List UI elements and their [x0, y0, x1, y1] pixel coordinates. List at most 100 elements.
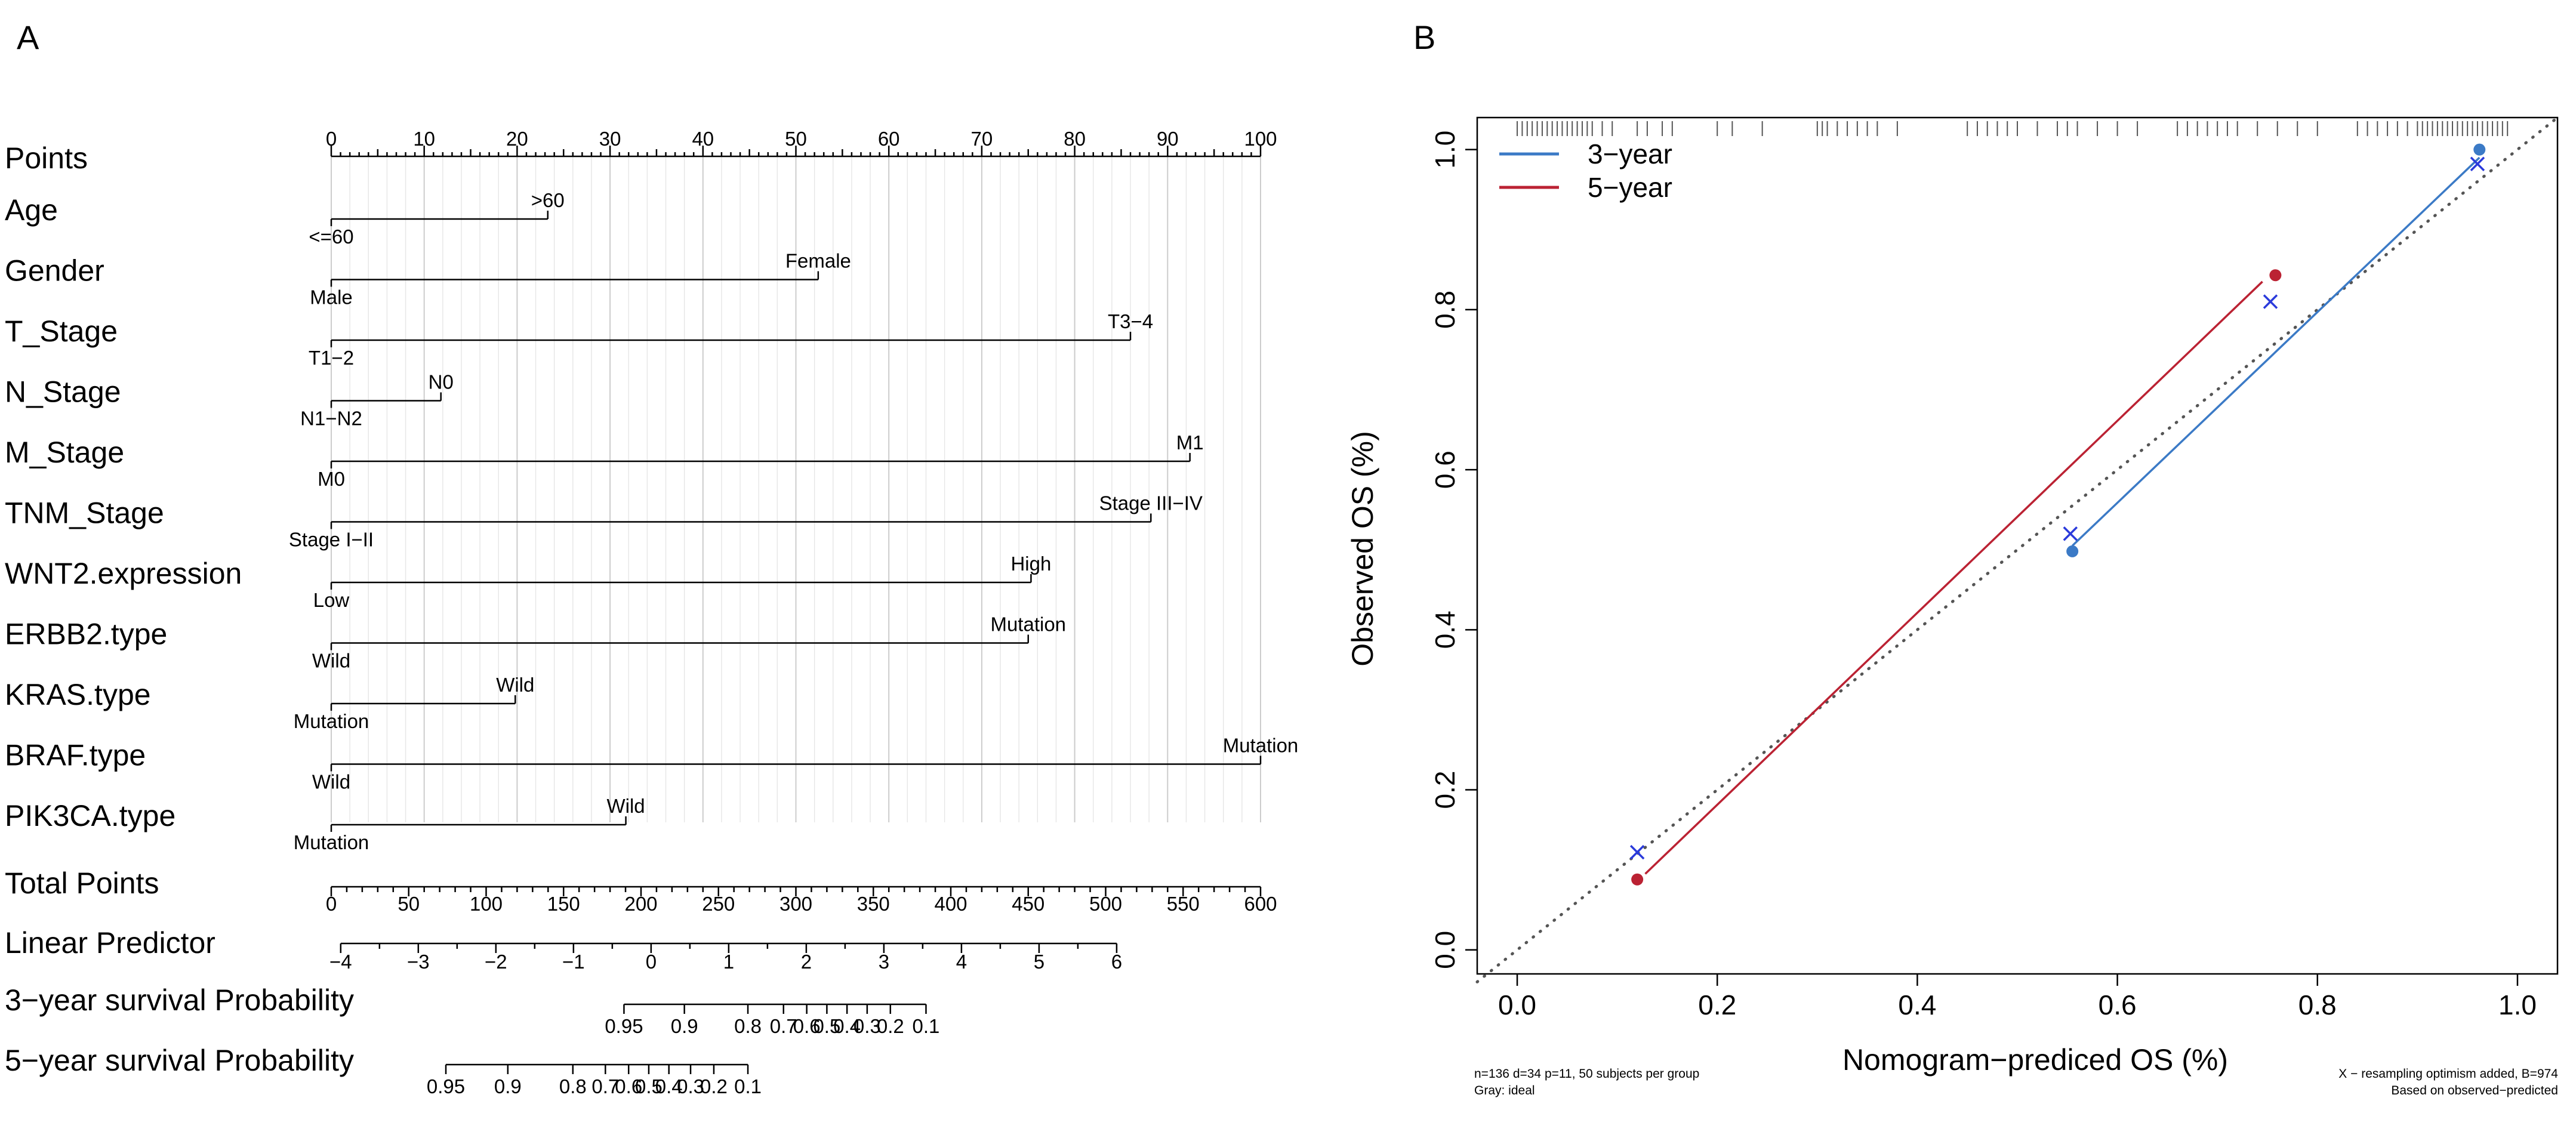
linear-predictor-tick-label: 2 [801, 951, 812, 973]
variable-level-label: M1 [1176, 431, 1204, 454]
linear-predictor-tick-label: −4 [329, 951, 352, 973]
variable-level-label: Wild [312, 771, 350, 793]
variable-level-label: Mutation [990, 613, 1066, 636]
x-tick-label: 0.4 [1898, 989, 1936, 1020]
series-line-5y [1644, 280, 2263, 875]
total-points-tick-label: 50 [398, 893, 420, 915]
x-tick-label: 0.6 [2099, 989, 2137, 1020]
variable-level-label: <=60 [309, 226, 353, 248]
linear-predictor-tick-label: 1 [723, 951, 734, 973]
y-tick-label: 0.0 [1429, 931, 1460, 969]
x-tick-label: 0.2 [1698, 989, 1736, 1020]
variable-level-label: >60 [531, 189, 565, 211]
linear-predictor-tick-label: 0 [646, 951, 657, 973]
points-tick-label: 40 [692, 128, 714, 150]
survival-5y-tick-label: 0.1 [734, 1075, 762, 1097]
survival-3y-tick-label: 0.4 [833, 1015, 861, 1037]
plot-box [1476, 116, 2559, 975]
total-points-tick-label: 600 [1244, 893, 1277, 915]
series-line-3y [2071, 156, 2481, 547]
legend-label: 3−year [1588, 138, 1672, 169]
y-tick-label: 0.2 [1429, 771, 1460, 809]
x-tick-label: 0.0 [1498, 989, 1536, 1020]
variable-label: KRAS.type [5, 678, 151, 711]
x-tick-label: 1.0 [2498, 989, 2537, 1020]
survival-5y-tick-label: 0.8 [559, 1075, 587, 1097]
survival-5y-tick-label: 0.7 [591, 1075, 619, 1097]
ideal-line [1475, 116, 2559, 983]
y-tick-label: 1.0 [1429, 131, 1460, 169]
variable-label: WNT2.expression [5, 557, 242, 590]
variable-label: ERBB2.type [5, 618, 167, 651]
variable-level-label: T3−4 [1108, 310, 1153, 332]
observed-point-3y [2066, 545, 2079, 557]
observed-point-5y [2269, 269, 2282, 282]
footnote-right-1: X − resampling optimism added, B=974 [2338, 1067, 2558, 1081]
variable-label: Gender [5, 254, 104, 288]
points-tick-label: 20 [506, 128, 528, 150]
points-tick-label: 30 [599, 128, 621, 150]
survival-3y-tick-label: 0.95 [605, 1015, 643, 1037]
total-points-tick-label: 150 [547, 893, 580, 915]
total-points-tick-label: 500 [1089, 893, 1122, 915]
survival-5y-tick-label: 0.6 [615, 1075, 642, 1097]
linear-predictor-tick-label: 6 [1111, 951, 1122, 973]
observed-point-5y [1631, 873, 1644, 886]
x-tick-label: 0.8 [2298, 989, 2337, 1020]
y-tick-label: 0.8 [1429, 291, 1460, 329]
observed-point-3y [2473, 143, 2486, 156]
survival-3y-tick-label: 0.1 [913, 1015, 940, 1037]
legend-label: 5−year [1588, 172, 1672, 203]
points-tick-label: 80 [1064, 128, 1086, 150]
corrected-point-5y [2263, 294, 2278, 309]
variable-level-label: Male [310, 286, 353, 309]
survival-5y-label: 5−year survival Probability [5, 1044, 354, 1077]
total-points-tick-label: 250 [702, 893, 735, 915]
variable-level-label: Wild [312, 650, 350, 672]
survival-5y-tick-label: 0.3 [677, 1075, 704, 1097]
total-points-tick-label: 300 [779, 893, 812, 915]
linear-predictor-label: Linear Predictor [5, 926, 215, 960]
total-points-tick-label: 400 [934, 893, 967, 915]
panel-label-a: A [17, 18, 39, 56]
variable-level-label: Mutation [294, 710, 369, 732]
y-tick-label: 0.6 [1429, 451, 1460, 489]
variable-label: N_Stage [5, 375, 121, 409]
variable-label: T_Stage [5, 314, 118, 348]
linear-predictor-tick-label: 5 [1034, 951, 1044, 973]
total-points-tick-label: 450 [1012, 893, 1044, 915]
variable-level-label: Wild [606, 795, 645, 817]
total-points-tick-label: 0 [326, 893, 337, 915]
survival-3y-tick-label: 0.8 [734, 1015, 762, 1037]
survival-3y-tick-label: 0.2 [877, 1015, 904, 1037]
points-label: Points [5, 141, 88, 175]
variable-level-label: N0 [429, 371, 454, 393]
survival-5y-tick-label: 0.95 [427, 1075, 465, 1097]
points-tick-label: 50 [785, 128, 807, 150]
linear-predictor-tick-label: 3 [879, 951, 889, 973]
points-tick-label: 10 [413, 128, 435, 150]
footnote-left-1: n=136 d=34 p=11, 50 subjects per group [1474, 1067, 1699, 1081]
variable-level-label: Female [785, 250, 851, 272]
survival-3y-tick-label: 0.9 [671, 1015, 698, 1037]
total-points-tick-label: 200 [624, 893, 657, 915]
total-points-tick-label: 100 [470, 893, 503, 915]
variable-label: TNM_Stage [5, 496, 164, 530]
points-tick-label: 70 [971, 128, 993, 150]
variable-level-label: T1−2 [309, 347, 354, 369]
variable-label: BRAF.type [5, 739, 146, 772]
survival-3y-label: 3−year survival Probability [5, 983, 354, 1017]
variable-level-label: Mutation [294, 831, 369, 853]
y-axis-title: Observed OS (%) [1346, 431, 1379, 667]
total-points-tick-label: 350 [857, 893, 890, 915]
corrected-point-5y [1629, 844, 1645, 860]
survival-3y-tick-label: 0.3 [853, 1015, 881, 1037]
survival-3y-tick-label: 0.6 [793, 1015, 821, 1037]
survival-5y-tick-label: 0.2 [700, 1075, 728, 1097]
linear-predictor-tick-label: −3 [407, 951, 430, 973]
total-points-label: Total Points [5, 866, 159, 900]
variable-level-label: M0 [318, 468, 345, 490]
variable-label: PIK3CA.type [5, 799, 175, 832]
variable-level-label: Mutation [1223, 735, 1299, 757]
